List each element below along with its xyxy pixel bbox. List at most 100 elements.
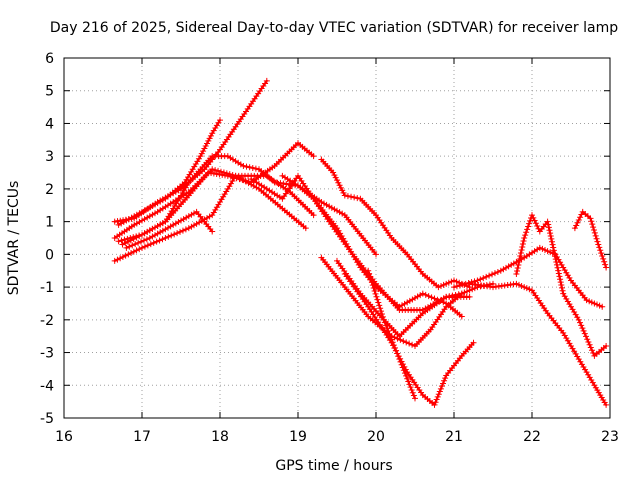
- data-point: [518, 283, 525, 289]
- data-point: [368, 279, 375, 286]
- data-point: [408, 386, 415, 393]
- data-point: [209, 228, 216, 235]
- data-point: [536, 244, 543, 251]
- data-point: [590, 350, 597, 357]
- data-point: [367, 273, 374, 280]
- data-point: [157, 198, 164, 205]
- data-point: [375, 299, 382, 306]
- data-point: [302, 225, 309, 232]
- data-point: [393, 347, 400, 354]
- data-point: [132, 241, 139, 248]
- data-point: [384, 325, 391, 332]
- data-point: [154, 230, 161, 237]
- data-point: [175, 219, 182, 225]
- data-point: [367, 276, 374, 283]
- data-point: [212, 167, 219, 174]
- data-point: [594, 301, 600, 308]
- series-track-15: [451, 244, 606, 310]
- y-axis-label: SDTVAR / TECUs: [6, 181, 22, 296]
- data-point: [371, 287, 378, 294]
- data-point: [372, 290, 379, 297]
- data-point: [553, 261, 560, 268]
- data-point: [125, 251, 132, 258]
- data-point: [366, 270, 373, 277]
- x-tick-label: 23: [601, 429, 619, 445]
- data-point: [207, 132, 214, 139]
- data-point: [340, 189, 347, 196]
- data-point: [185, 225, 192, 232]
- data-point: [558, 284, 565, 291]
- data-point: [171, 231, 178, 238]
- y-tick-label: -4: [40, 378, 54, 394]
- data-point: [398, 361, 405, 368]
- series-track-14: [365, 267, 418, 402]
- data-point: [130, 234, 137, 241]
- x-tick-label: 16: [55, 429, 73, 445]
- data-point: [466, 293, 473, 300]
- series-track-13: [341, 271, 477, 408]
- data-point: [337, 184, 344, 191]
- data-point: [141, 230, 148, 237]
- data-point: [119, 241, 126, 248]
- data-point: [178, 217, 184, 224]
- data-point: [554, 264, 561, 271]
- data-point: [466, 287, 473, 294]
- data-point: [516, 259, 522, 265]
- data-point: [174, 230, 181, 237]
- data-point: [550, 244, 557, 251]
- series-track-2: [115, 117, 223, 228]
- data-point: [549, 241, 556, 248]
- data-point: [523, 285, 530, 292]
- data-point: [131, 221, 138, 228]
- data-point: [170, 221, 177, 228]
- data-point: [547, 230, 554, 237]
- data-point: [332, 174, 339, 181]
- data-point: [458, 290, 465, 297]
- data-point: [573, 222, 580, 229]
- series-line: [320, 158, 471, 289]
- data-point: [236, 176, 243, 183]
- data-point: [387, 333, 394, 340]
- series-track-7: [111, 172, 317, 264]
- data-point: [459, 281, 466, 288]
- data-point: [188, 223, 195, 230]
- grid: [63, 57, 611, 419]
- data-point: [378, 311, 385, 318]
- series-line: [452, 246, 604, 308]
- data-point: [591, 300, 598, 307]
- data-point: [172, 220, 179, 227]
- data-point: [525, 223, 532, 230]
- data-point: [542, 247, 548, 253]
- data-point: [544, 248, 551, 255]
- data-point: [435, 391, 442, 398]
- data-point: [126, 243, 133, 250]
- data-point: [586, 341, 593, 348]
- data-point: [198, 150, 205, 157]
- data-point: [519, 244, 526, 250]
- data-point: [395, 353, 402, 360]
- data-point: [369, 282, 376, 289]
- data-point: [323, 201, 330, 208]
- data-point: [513, 280, 520, 287]
- data-point: [330, 169, 337, 176]
- data-point: [599, 303, 606, 310]
- data-point: [310, 212, 317, 219]
- x-tick-label: 17: [133, 429, 151, 445]
- data-point: [139, 208, 145, 215]
- data-point: [574, 219, 581, 226]
- data-point: [578, 322, 585, 329]
- data-point: [422, 291, 429, 298]
- data-point: [177, 228, 184, 235]
- data-point: [409, 296, 416, 303]
- data-point: [551, 250, 558, 257]
- data-point: [188, 211, 195, 218]
- data-point: [432, 399, 439, 406]
- data-point: [587, 215, 594, 222]
- data-point: [336, 182, 343, 189]
- data-point: [114, 256, 121, 263]
- data-point: [544, 218, 551, 225]
- data-point: [182, 226, 189, 233]
- data-point: [403, 372, 410, 379]
- data-point: [133, 211, 140, 218]
- data-point: [138, 238, 145, 245]
